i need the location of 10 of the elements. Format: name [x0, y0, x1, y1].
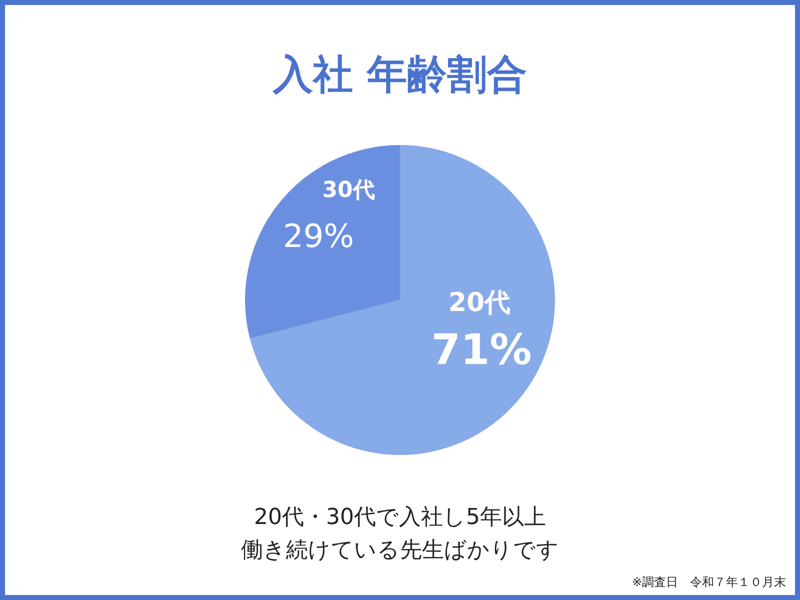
- slice-label: 30代: [322, 178, 375, 203]
- pie-slice: [250, 145, 555, 455]
- pie-slice: [245, 145, 400, 339]
- text: ※調査日 令和７年１０月末: [632, 575, 786, 589]
- chart-title: 入社 年齢割合: [272, 52, 527, 98]
- data-label: 71%: [431, 325, 532, 374]
- text: 働き続けている先生ばかりです: [241, 538, 559, 563]
- slice-label: 20代: [448, 288, 511, 318]
- text: 20代・30代で入社し5年以上: [254, 505, 546, 530]
- data-label: 29%: [282, 217, 354, 255]
